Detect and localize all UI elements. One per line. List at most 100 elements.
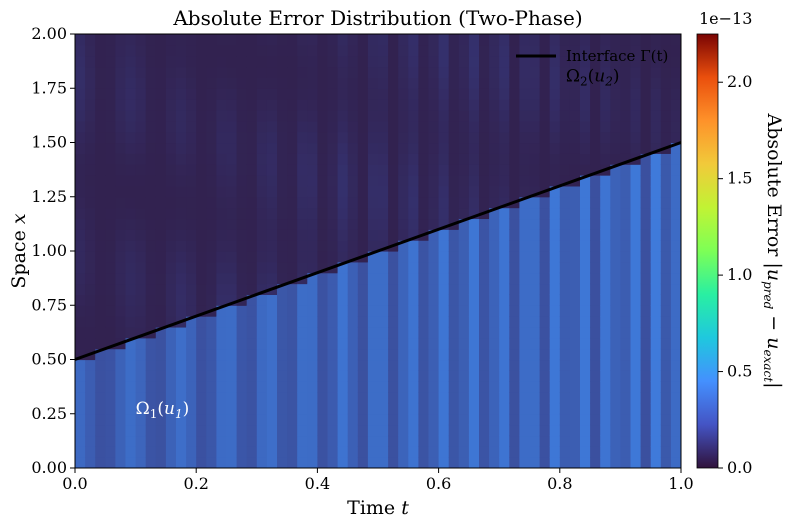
heatmap-cell xyxy=(297,446,308,458)
heatmap-cell xyxy=(287,283,298,295)
heatmap-cell xyxy=(307,218,318,230)
heatmap-cell xyxy=(448,326,460,339)
heatmap-cell xyxy=(590,316,601,328)
heatmap-cell xyxy=(479,435,490,447)
heatmap-cell xyxy=(590,164,601,176)
heatmap-cell xyxy=(539,316,551,328)
heatmap-cell xyxy=(630,218,642,230)
heatmap-cell xyxy=(418,294,430,306)
heatmap-cell xyxy=(165,337,177,350)
heatmap-cell xyxy=(448,229,460,241)
heatmap-cell xyxy=(307,66,318,78)
heatmap-cell xyxy=(266,316,278,328)
heatmap-cell xyxy=(640,413,652,426)
heatmap-cell xyxy=(640,99,652,111)
heatmap-cell xyxy=(600,99,611,111)
heatmap-cell xyxy=(458,55,470,68)
heatmap-cell xyxy=(256,120,268,133)
heatmap-cell xyxy=(468,381,480,393)
heatmap-cell xyxy=(620,44,632,57)
heatmap-cell xyxy=(590,261,601,274)
heatmap-cell xyxy=(549,305,561,317)
heatmap-cell xyxy=(155,240,167,252)
heatmap-cell xyxy=(297,229,308,241)
heatmap-cell xyxy=(590,251,601,263)
heatmap-cell xyxy=(398,109,409,122)
heatmap-cell xyxy=(327,413,339,426)
heatmap-cell xyxy=(438,175,450,187)
heatmap-cell xyxy=(489,251,500,263)
heatmap-cell xyxy=(176,44,187,57)
heatmap-cell xyxy=(660,88,672,100)
heatmap-cell xyxy=(660,359,672,371)
heatmap-cell xyxy=(529,326,541,339)
heatmap-cell xyxy=(307,424,318,437)
heatmap-cell xyxy=(458,44,470,57)
heatmap-cell xyxy=(165,120,177,133)
heatmap-cell xyxy=(428,196,440,209)
heatmap-cell xyxy=(610,392,621,404)
heatmap-cell xyxy=(246,359,258,371)
y-tick-label: 1.00 xyxy=(31,241,67,260)
heatmap-cell xyxy=(206,34,217,46)
heatmap-cell xyxy=(489,261,500,274)
heatmap-cell xyxy=(297,337,308,350)
heatmap-cell xyxy=(95,435,106,447)
heatmap-cell xyxy=(559,359,571,371)
heatmap-cell xyxy=(155,229,167,241)
heatmap-cell xyxy=(448,207,460,220)
heatmap-cell xyxy=(448,272,460,285)
heatmap-cell xyxy=(105,446,116,458)
heatmap-cell xyxy=(549,142,561,154)
heatmap-cell xyxy=(479,305,490,317)
heatmap-cell xyxy=(95,348,106,361)
heatmap-cell xyxy=(337,88,349,100)
heatmap-cell xyxy=(176,109,187,122)
heatmap-cell xyxy=(165,218,177,230)
heatmap-cell xyxy=(569,261,581,274)
heatmap-cell xyxy=(266,392,278,404)
heatmap-cell xyxy=(256,359,268,371)
heatmap-cell xyxy=(610,381,621,393)
heatmap-cell xyxy=(610,175,621,187)
heatmap-cell xyxy=(499,305,510,317)
heatmap-cell xyxy=(660,251,672,263)
heatmap-cell xyxy=(509,142,520,154)
heatmap-cell xyxy=(590,153,601,165)
heatmap-cell xyxy=(448,457,460,468)
heatmap-cell xyxy=(95,153,106,165)
heatmap-cell xyxy=(327,294,339,306)
heatmap-cell xyxy=(125,424,137,437)
heatmap-cell xyxy=(499,99,510,111)
heatmap-cell xyxy=(327,34,339,46)
heatmap-cell xyxy=(590,229,601,241)
heatmap-cell xyxy=(196,185,207,198)
heatmap-cell xyxy=(590,381,601,393)
heatmap-cell xyxy=(125,185,137,198)
interface-line xyxy=(74,141,682,361)
heatmap-cell xyxy=(337,55,349,68)
heatmap-cell xyxy=(408,153,419,165)
heatmap-cell xyxy=(95,44,106,57)
heatmap-cell xyxy=(590,359,601,371)
heatmap-cell xyxy=(327,164,339,176)
heatmap-cell xyxy=(660,337,672,350)
heatmap-cell xyxy=(307,142,318,154)
heatmap-cell xyxy=(85,88,96,100)
heatmap-cell xyxy=(630,381,642,393)
heatmap-cell xyxy=(529,218,541,230)
heatmap-cell xyxy=(378,185,389,198)
heatmap-cell xyxy=(650,435,662,447)
heatmap-cell xyxy=(367,305,379,317)
heatmap-cell xyxy=(600,348,611,361)
heatmap-cell xyxy=(620,142,632,154)
heatmap-cell xyxy=(489,196,500,209)
heatmap-cell xyxy=(277,272,288,285)
heatmap-cell xyxy=(186,44,197,57)
y-tick-label: 0.50 xyxy=(31,350,67,369)
heatmap-cell xyxy=(539,66,551,78)
heatmap-cell xyxy=(580,424,591,437)
heatmap-cell xyxy=(206,272,217,285)
heatmap-cell xyxy=(569,305,581,317)
heatmap-cell xyxy=(226,348,238,361)
